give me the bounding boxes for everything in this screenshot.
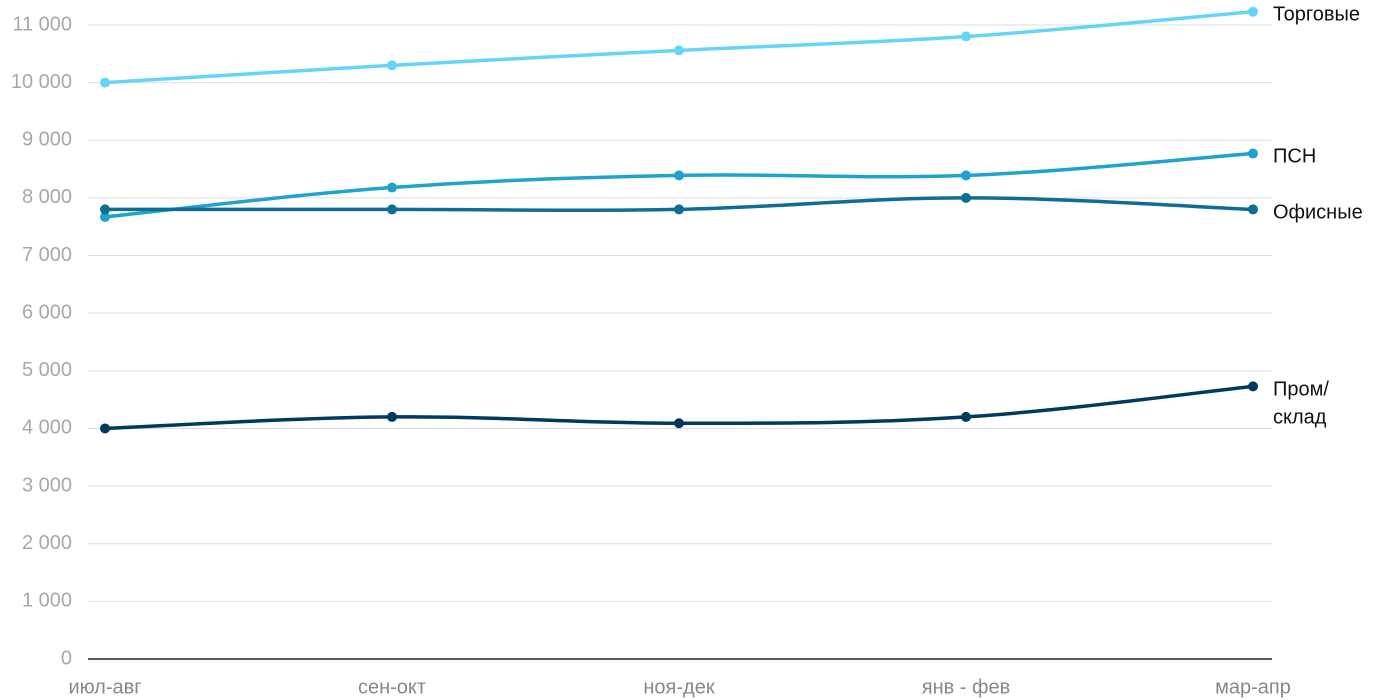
data-point [961,411,971,422]
series-label-line: склад [1273,407,1327,429]
series-label-line: Офисные [1273,202,1363,224]
series-label: Пром/склад [1273,379,1329,429]
series-label: ПСН [1273,146,1316,168]
y-tick-label: 1 000 [22,590,72,612]
x-tick-label: июл-авг [68,676,141,698]
series-label: Торговые [1273,4,1360,26]
data-point [1248,148,1258,159]
x-tick-label: мар-апр [1215,676,1291,698]
data-point [387,204,397,215]
data-point [1248,6,1258,17]
y-tick-label: 0 [61,647,72,669]
series-label-line: Пром/ [1273,379,1329,401]
data-point [387,60,397,71]
y-tick-label: 4 000 [22,417,72,439]
data-point [961,31,971,42]
data-point [100,204,110,215]
x-tick-label: ноя-дек [643,676,714,698]
data-point [674,170,684,181]
y-tick-label: 8 000 [22,186,72,208]
series-label-line: ПСН [1273,146,1316,168]
series-label: Офисные [1273,202,1363,224]
data-point [961,170,971,181]
y-tick-label: 5 000 [22,359,72,381]
y-tick-label: 6 000 [22,301,72,323]
series-label-line: Торговые [1273,4,1360,26]
data-point [387,411,397,422]
data-point [100,211,110,222]
y-tick-label: 2 000 [22,532,72,554]
data-point [100,77,110,88]
y-tick-label: 9 000 [22,129,72,151]
data-point [1248,204,1258,215]
data-point [100,423,110,434]
y-tick-label: 3 000 [22,474,72,496]
data-point [387,182,397,193]
y-tick-label: 11 000 [12,13,72,35]
data-point [674,45,684,56]
y-tick-label: 7 000 [22,244,72,266]
x-tick-label: сен-окт [358,676,426,698]
data-point [961,192,971,203]
data-point [674,418,684,429]
y-tick-label: 10 000 [11,71,72,93]
data-point [1248,381,1258,392]
x-tick-label: янв - фев [922,676,1010,698]
data-point [674,204,684,215]
